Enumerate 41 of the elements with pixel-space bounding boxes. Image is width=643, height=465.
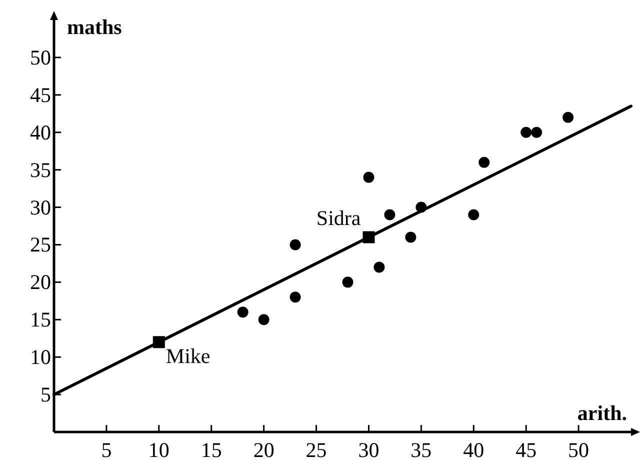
y-tick-label: 30 [30,195,51,220]
point [384,209,396,220]
x-tick-label: 5 [101,438,112,462]
x-tick-label: 45 [516,438,537,462]
y-tick-label: 25 [30,232,51,257]
point [531,126,542,138]
x-tick-label: 40 [463,438,484,462]
y-axis-title: maths [67,15,122,39]
point [520,126,532,138]
point [362,231,375,244]
x-tick-label: 35 [410,438,432,462]
y-tick-label: 40 [30,120,51,144]
point [258,314,270,326]
point [562,112,574,123]
annotation: Mike [166,344,210,368]
x-tick-label: 50 [568,438,590,462]
point [478,156,490,168]
y-tick-label: 5 [40,382,51,407]
y-tick-label: 20 [30,270,51,294]
y-tick-label: 35 [30,158,51,182]
x-tick-label: 15 [200,438,222,462]
y-tick-label: 50 [30,45,51,70]
x-tick-label: 25 [306,438,327,462]
x-axis-title: arith. [577,401,627,425]
point [237,306,248,318]
point [416,202,427,213]
point [363,172,374,183]
point [342,276,354,288]
point [374,262,385,273]
point [290,292,301,303]
point [468,209,480,220]
y-tick-label: 15 [30,308,51,332]
x-tick-label: 10 [148,438,170,462]
y-tick-label: 10 [30,345,51,370]
x-tick-label: 20 [253,438,274,462]
x-tick-label: 30 [358,438,380,462]
point [290,239,301,250]
annotation: Sidra [316,206,362,230]
y-tick-label: 45 [30,82,51,107]
point [152,336,165,348]
point [405,232,416,243]
